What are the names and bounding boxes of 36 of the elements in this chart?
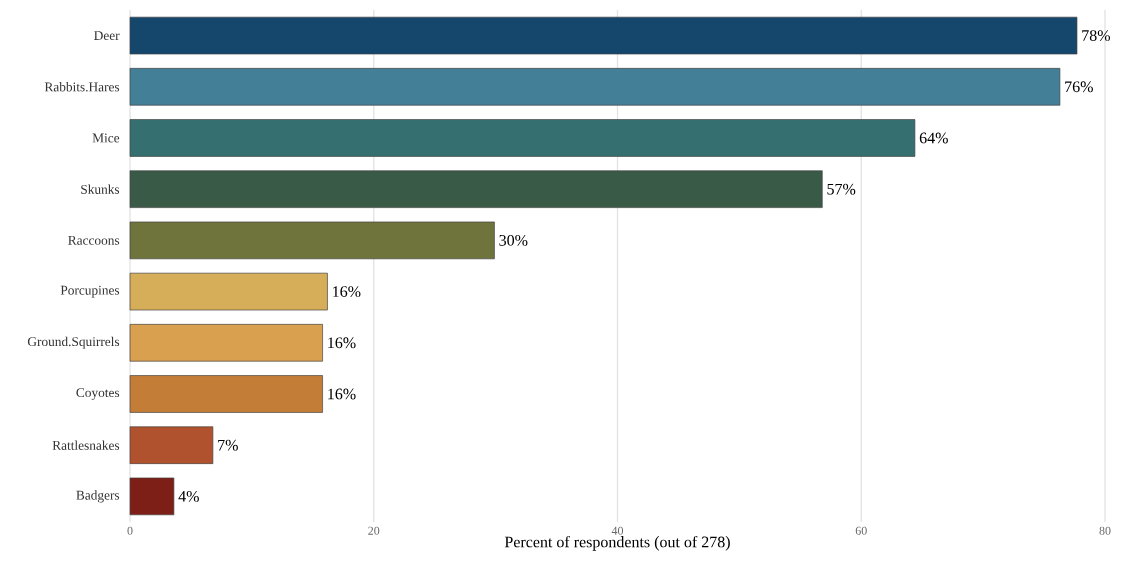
y-tick-label: Ground.Squirrels bbox=[27, 336, 120, 349]
data-label: 7% bbox=[218, 439, 238, 451]
data-label: 30% bbox=[499, 234, 528, 246]
bar bbox=[129, 477, 175, 516]
data-label: 16% bbox=[328, 388, 356, 400]
y-tick-label: Mice bbox=[92, 133, 120, 143]
x-tick-label: 20 bbox=[368, 526, 380, 535]
y-tick-label: Skunks bbox=[81, 184, 120, 194]
bar bbox=[129, 16, 1078, 55]
x-tick-label: 60 bbox=[855, 526, 867, 535]
data-label: 16% bbox=[333, 286, 361, 298]
x-tick-label: 40 bbox=[611, 526, 624, 535]
bar bbox=[129, 68, 1061, 106]
data-label: 76% bbox=[1065, 81, 1093, 93]
y-tick-label: Rabbits.Hares bbox=[44, 82, 120, 92]
x-tick-label: 80 bbox=[1099, 526, 1111, 535]
data-label: 4% bbox=[178, 490, 199, 502]
data-label: 78% bbox=[1082, 30, 1111, 42]
y-tick-label: Deer bbox=[94, 31, 120, 41]
data-label: 16% bbox=[328, 337, 356, 349]
bar bbox=[129, 375, 323, 413]
bar bbox=[129, 119, 916, 157]
x-tick-label: 0 bbox=[127, 526, 133, 535]
y-tick-label: Coyotes bbox=[76, 388, 120, 400]
data-label: 64% bbox=[919, 132, 948, 144]
data-label: 57% bbox=[827, 183, 856, 195]
bar bbox=[129, 272, 328, 311]
bar bbox=[129, 170, 823, 208]
bar bbox=[129, 221, 495, 260]
y-tick-label: Raccoons bbox=[68, 235, 120, 245]
bar bbox=[129, 324, 323, 362]
x-axis-title: Percent of respondents (out of 278) bbox=[504, 535, 730, 551]
y-tick-label: Badgers bbox=[76, 490, 120, 503]
y-tick-label: Porcupines bbox=[60, 285, 120, 298]
y-tick-label: Rattlesnakes bbox=[52, 440, 120, 450]
bar bbox=[129, 426, 214, 464]
